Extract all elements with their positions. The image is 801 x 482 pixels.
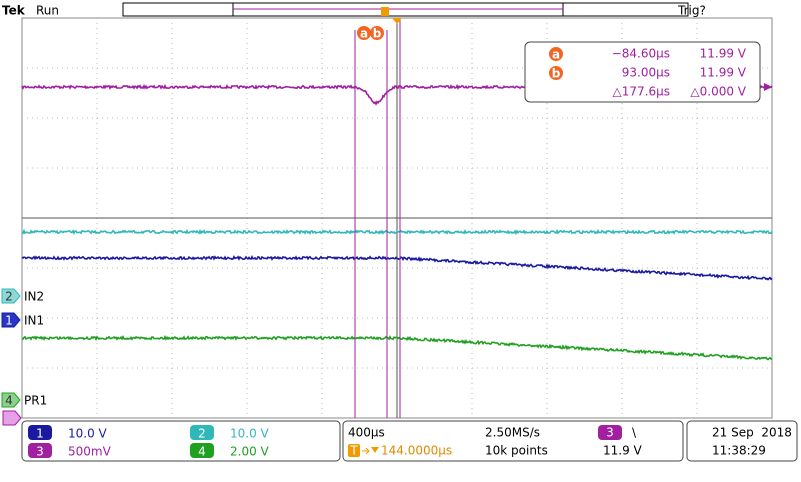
channel-label: IN1 [24, 314, 44, 328]
cursor-readout [524, 41, 761, 103]
readout-volts: 11.99 V [700, 47, 747, 61]
readout-volts: 11.99 V [700, 66, 747, 80]
date: 21 Sep 2018 [712, 426, 792, 440]
channel-scale: 10.0 V [230, 427, 270, 441]
readout-marker [549, 66, 563, 80]
trigger-level: 11.9 V [603, 444, 643, 458]
readout-time: 93.00µs [622, 66, 670, 80]
trigger-pos-marker [392, 18, 402, 24]
channel-number: 1 [5, 314, 13, 328]
channel-label: IN2 [24, 290, 44, 304]
channel-badge [28, 443, 52, 458]
channel-badge [28, 425, 52, 440]
cursor-b-label: b [373, 27, 382, 41]
datetime-box [686, 420, 798, 462]
trigger-status: Trig? [677, 4, 706, 18]
readout-marker [549, 47, 563, 61]
readout-marker-label: a [552, 48, 560, 62]
time: 11:38:29 [712, 444, 766, 458]
channel-markers: 2 IN2 1 IN1 4 PR1 [1, 288, 47, 408]
channel-number: 3 [36, 445, 44, 459]
channel-marker [1, 392, 21, 408]
trigger-badge [348, 444, 360, 457]
run-status: Run [36, 4, 59, 18]
trigger-icon: T [349, 444, 358, 458]
channel-marker [1, 288, 21, 304]
trigger-pos-box [381, 7, 389, 16]
ch1-trace [21, 254, 773, 281]
trigger-down [371, 447, 379, 453]
channel-number: 1 [36, 427, 44, 441]
readout-time: △177.6µs [613, 85, 670, 99]
channel-badge [190, 425, 214, 440]
ch4-trace [21, 334, 773, 361]
channel-number: 2 [5, 290, 13, 304]
ch2-trace [21, 228, 773, 236]
readout-volts: △0.000 V [690, 85, 746, 99]
trigger-arrow [362, 447, 370, 455]
sample-rate: 2.50MS/s [485, 426, 540, 440]
ch5-marker [2, 410, 22, 426]
trigger-position: 144.0000µs [381, 444, 452, 458]
channel-number: 2 [198, 427, 206, 441]
cursor-b-marker [370, 26, 384, 40]
channel-scales: 1 10.0 V 2 10.0 V 3 500mV 4 2.00 V [28, 425, 270, 459]
readout-time: −84.60µs [612, 47, 670, 61]
channel-label: PR1 [24, 394, 47, 408]
timebase: 400µs [348, 426, 385, 440]
cursor-a-label: a [360, 27, 368, 41]
traces [21, 83, 773, 361]
channel-marker [1, 312, 21, 328]
trigger-source: 3 [606, 426, 614, 440]
channel-box [21, 420, 341, 462]
channel-scale: 500mV [68, 445, 112, 459]
trigger-source-badge [598, 425, 622, 440]
record-length: 10k points [485, 444, 548, 458]
ch3-level-marker [764, 83, 772, 91]
readout-rows: a −84.60µs 11.99 V b 93.00µs 11.99 V △177.6µs △… [549, 47, 747, 99]
brand: Tek [2, 4, 26, 18]
channel-number: 4 [198, 445, 206, 459]
cursor-a-marker [357, 26, 371, 40]
channel-scale: 10.0 V [68, 427, 108, 441]
trigger-slope: \ [632, 426, 637, 440]
channel-badge [190, 443, 214, 458]
channel-scale: 2.00 V [230, 445, 270, 459]
readout-marker-label: b [552, 67, 561, 81]
channel-number: 4 [5, 394, 13, 408]
